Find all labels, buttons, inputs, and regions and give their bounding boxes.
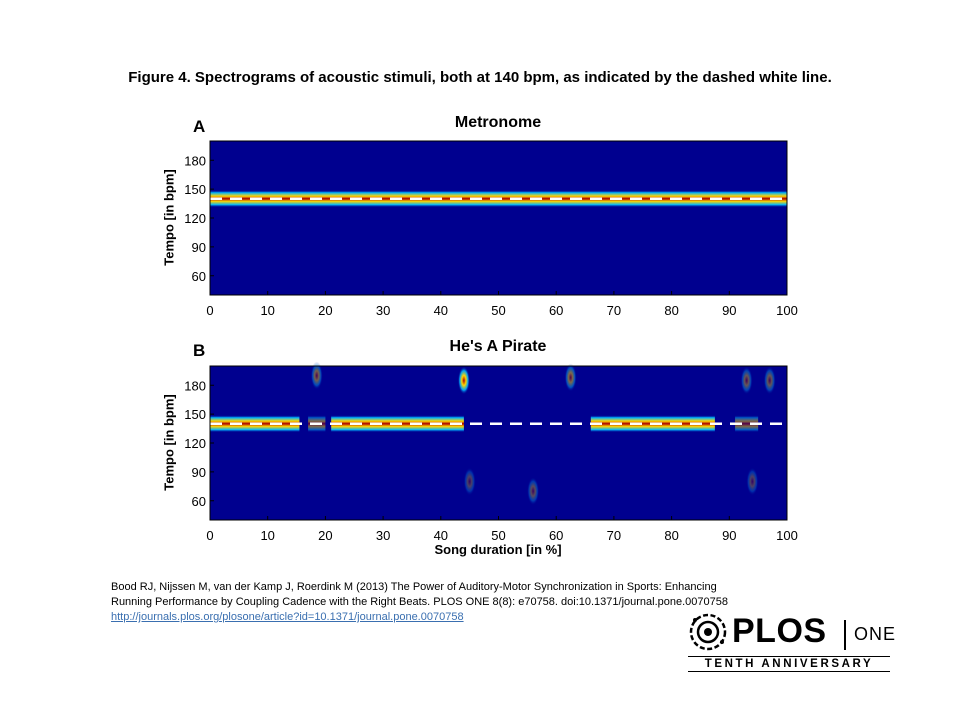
logo-divider bbox=[844, 620, 846, 650]
y-tick-label: 150 bbox=[184, 407, 206, 422]
figure-title: Figure 4. Spectrograms of acoustic stimu… bbox=[128, 69, 832, 86]
x-tick-label: 90 bbox=[722, 528, 736, 543]
energy-band bbox=[735, 415, 759, 433]
energy-hotspot bbox=[463, 467, 476, 496]
logo-subtitle: TENTH ANNIVERSARY bbox=[688, 656, 890, 672]
x-tick-label: 80 bbox=[664, 528, 678, 543]
energy-hotspot bbox=[457, 366, 470, 395]
citation-line-2: Running Performance by Coupling Cadence … bbox=[111, 596, 729, 608]
x-tick-label: 10 bbox=[260, 303, 274, 318]
panel-a-title: Metronome bbox=[454, 114, 542, 131]
plot-background bbox=[210, 366, 787, 520]
energy-hotspot bbox=[310, 361, 323, 390]
y-tick-label: 150 bbox=[184, 182, 206, 197]
y-tick-label: 180 bbox=[184, 153, 206, 168]
y-tick-label: 90 bbox=[192, 465, 206, 480]
x-tick-label: 50 bbox=[491, 528, 505, 543]
energy-hotspot bbox=[564, 363, 577, 392]
y-tick-label: 60 bbox=[192, 494, 206, 509]
energy-hotspot bbox=[527, 477, 540, 506]
citation-link[interactable]: http://journals.plos.org/plosone/article… bbox=[111, 611, 464, 623]
x-tick-label: 0 bbox=[206, 528, 213, 543]
plos-globe-icon bbox=[689, 613, 727, 651]
x-tick-label: 40 bbox=[434, 528, 448, 543]
x-tick-label: 70 bbox=[607, 303, 621, 318]
energy-hotspot bbox=[746, 467, 759, 496]
x-tick-label: 20 bbox=[318, 528, 332, 543]
plot-background bbox=[210, 141, 787, 295]
x-tick-label: 20 bbox=[318, 303, 332, 318]
x-tick-label: 80 bbox=[664, 303, 678, 318]
y-tick-label: 120 bbox=[184, 211, 206, 226]
panel-b-letter: B bbox=[193, 341, 206, 360]
x-tick-label: 100 bbox=[776, 528, 798, 543]
y-tick-label: 120 bbox=[184, 436, 206, 451]
logo-one-word: ONE bbox=[854, 624, 897, 644]
x-tick-label: 0 bbox=[206, 303, 213, 318]
logo-plos-word: PLOS bbox=[732, 612, 827, 650]
x-tick-label: 100 bbox=[776, 303, 798, 318]
panel-a-spectrogram: 60 90 120 150 180 0 10 20 30 40 50 60 70 80 90 100 bbox=[184, 140, 798, 318]
plos-one-logo: PLOS ONE TENTH ANNIVERSARY bbox=[688, 612, 895, 674]
panel-b-spectrogram: 60 90 120 150 180 0 10 20 30 40 50 60 70 80 90 100 bbox=[184, 361, 798, 543]
x-tick-label: 90 bbox=[722, 303, 736, 318]
x-tick-label: 50 bbox=[491, 303, 505, 318]
x-tick-label: 30 bbox=[376, 528, 390, 543]
energy-hotspot bbox=[763, 366, 776, 395]
y-tick-label: 180 bbox=[184, 378, 206, 393]
x-tick-label: 30 bbox=[376, 303, 390, 318]
x-tick-label: 60 bbox=[549, 303, 563, 318]
citation: Bood RJ, Nijssen M, van der Kamp J, Roer… bbox=[111, 580, 831, 625]
y-tick-label: 90 bbox=[192, 240, 206, 255]
panel-a-letter: A bbox=[193, 117, 206, 136]
citation-line-1: Bood RJ, Nijssen M, van der Kamp J, Roer… bbox=[111, 581, 717, 593]
x-tick-label: 40 bbox=[434, 303, 448, 318]
panel-b-title: He's A Pirate bbox=[449, 338, 547, 355]
energy-hotspot bbox=[740, 366, 753, 395]
y-tick-label: 60 bbox=[192, 269, 206, 284]
panel-b-xlabel: Song duration [in %] bbox=[434, 542, 562, 557]
x-tick-label: 60 bbox=[549, 528, 563, 543]
x-tick-label: 10 bbox=[260, 528, 274, 543]
x-tick-label: 70 bbox=[607, 528, 621, 543]
